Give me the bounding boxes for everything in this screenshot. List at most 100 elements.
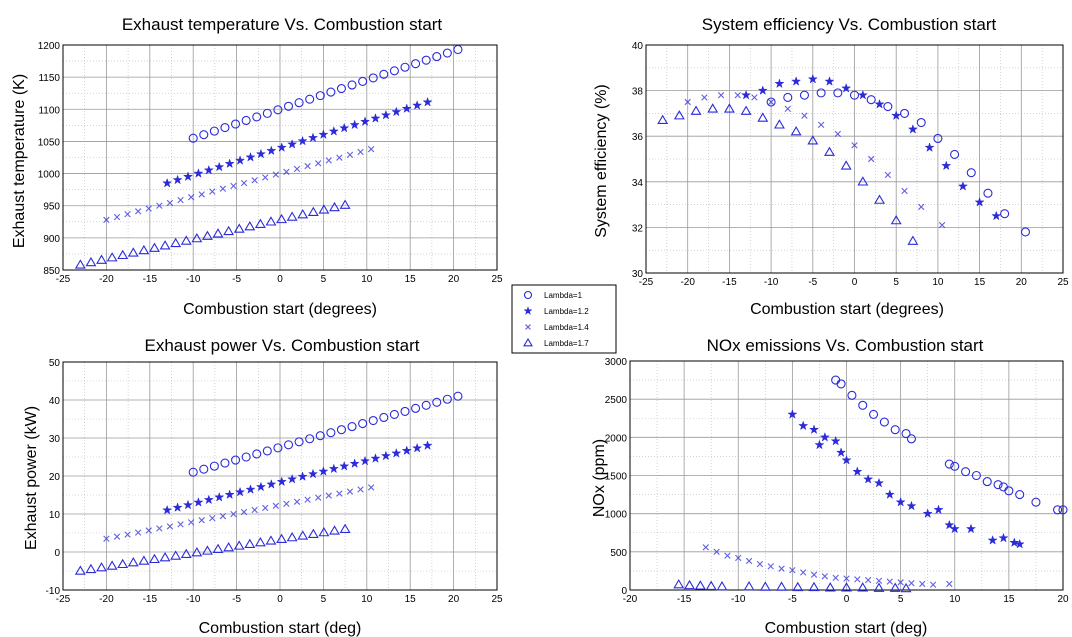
data-point	[339, 523, 351, 533]
data-point	[890, 214, 902, 225]
data-point	[339, 460, 350, 471]
series-lambda-1-4	[103, 145, 375, 224]
data-point	[127, 557, 139, 567]
data-point	[357, 486, 364, 493]
data-point	[907, 235, 919, 245]
data-point	[297, 530, 309, 540]
data-point	[432, 52, 442, 62]
data-point	[305, 434, 315, 444]
data-point	[756, 560, 764, 568]
data-point	[684, 98, 691, 106]
data-point	[1053, 505, 1063, 515]
x-tick-label: 20	[448, 594, 460, 605]
data-point	[358, 419, 368, 429]
data-point	[177, 196, 184, 204]
x-tick-label: 10	[932, 277, 944, 288]
nox-emissions-chart: NOx emissions Vs. Combustion start Combu…	[591, 336, 1069, 637]
data-point	[326, 428, 336, 438]
data-point	[349, 119, 360, 130]
data-point	[901, 428, 911, 439]
x-tick-label: -10	[186, 274, 201, 285]
y-axis-label: System efficiency (%)	[593, 84, 610, 238]
data-point	[901, 187, 908, 195]
data-point	[751, 94, 758, 101]
data-point	[162, 177, 173, 188]
data-point	[145, 205, 152, 212]
data-point	[724, 552, 731, 559]
y-tick-label: 1050	[38, 137, 61, 148]
data-point	[187, 194, 195, 201]
data-point	[240, 179, 248, 187]
data-point	[789, 566, 796, 574]
data-point	[358, 76, 368, 86]
data-point	[294, 437, 304, 447]
y-tick-label: 1200	[38, 41, 61, 52]
x-tick-label: 0	[852, 277, 858, 288]
data-point	[442, 48, 452, 58]
data-point	[276, 476, 287, 487]
data-point	[810, 571, 818, 578]
data-point	[1004, 486, 1014, 496]
data-point	[266, 478, 277, 489]
data-point	[740, 89, 752, 100]
data-point	[673, 579, 685, 589]
data-point	[297, 209, 309, 219]
data-point	[843, 575, 850, 582]
data-point	[787, 409, 798, 419]
data-point	[283, 168, 290, 175]
x-tick-label: -5	[232, 594, 241, 605]
data-point	[127, 247, 139, 257]
data-point	[906, 500, 917, 511]
data-point	[922, 508, 933, 519]
data-point	[170, 237, 182, 248]
data-point	[233, 223, 245, 233]
data-point	[874, 98, 885, 109]
data-point	[453, 391, 463, 401]
legend-label: Lambda=1	[544, 291, 583, 300]
data-point	[113, 533, 121, 540]
data-point	[272, 502, 280, 510]
data-point	[757, 85, 768, 95]
data-point	[266, 145, 277, 156]
data-point	[339, 122, 350, 133]
y-tick-label: 30	[632, 269, 644, 280]
data-point	[808, 581, 820, 592]
x-tick-label: 0	[277, 274, 283, 285]
data-point	[209, 188, 216, 195]
data-point	[283, 440, 294, 450]
data-point	[212, 543, 224, 554]
data-point	[886, 578, 893, 585]
data-point	[899, 108, 910, 118]
series-lambda-1-2	[162, 96, 433, 188]
data-point	[166, 523, 174, 530]
data-point	[182, 499, 194, 510]
y-tick-label: 950	[43, 202, 60, 213]
data-point	[801, 112, 808, 119]
data-point	[412, 442, 423, 453]
data-point	[209, 514, 216, 522]
data-point	[799, 90, 810, 100]
x-tick-label: -5	[232, 274, 241, 285]
data-point	[106, 560, 118, 570]
x-tick-label: -5	[808, 277, 817, 288]
data-point	[400, 62, 410, 72]
y-tick-label: 1000	[38, 170, 61, 181]
data-point	[717, 91, 725, 99]
data-point	[272, 171, 280, 178]
series-lambda-1-4	[103, 484, 375, 542]
data-point	[974, 196, 985, 207]
data-point	[778, 565, 785, 572]
data-point	[191, 232, 203, 243]
data-point	[657, 114, 669, 124]
data-point	[265, 216, 277, 226]
x-tick-label: 0	[844, 594, 850, 605]
data-point	[304, 162, 311, 170]
data-point	[187, 519, 195, 526]
y-tick-label: 40	[49, 396, 61, 407]
data-point	[367, 484, 375, 491]
data-point	[723, 103, 735, 113]
data-point	[315, 91, 325, 101]
data-point	[106, 252, 118, 262]
series-lambda-1	[188, 391, 463, 477]
